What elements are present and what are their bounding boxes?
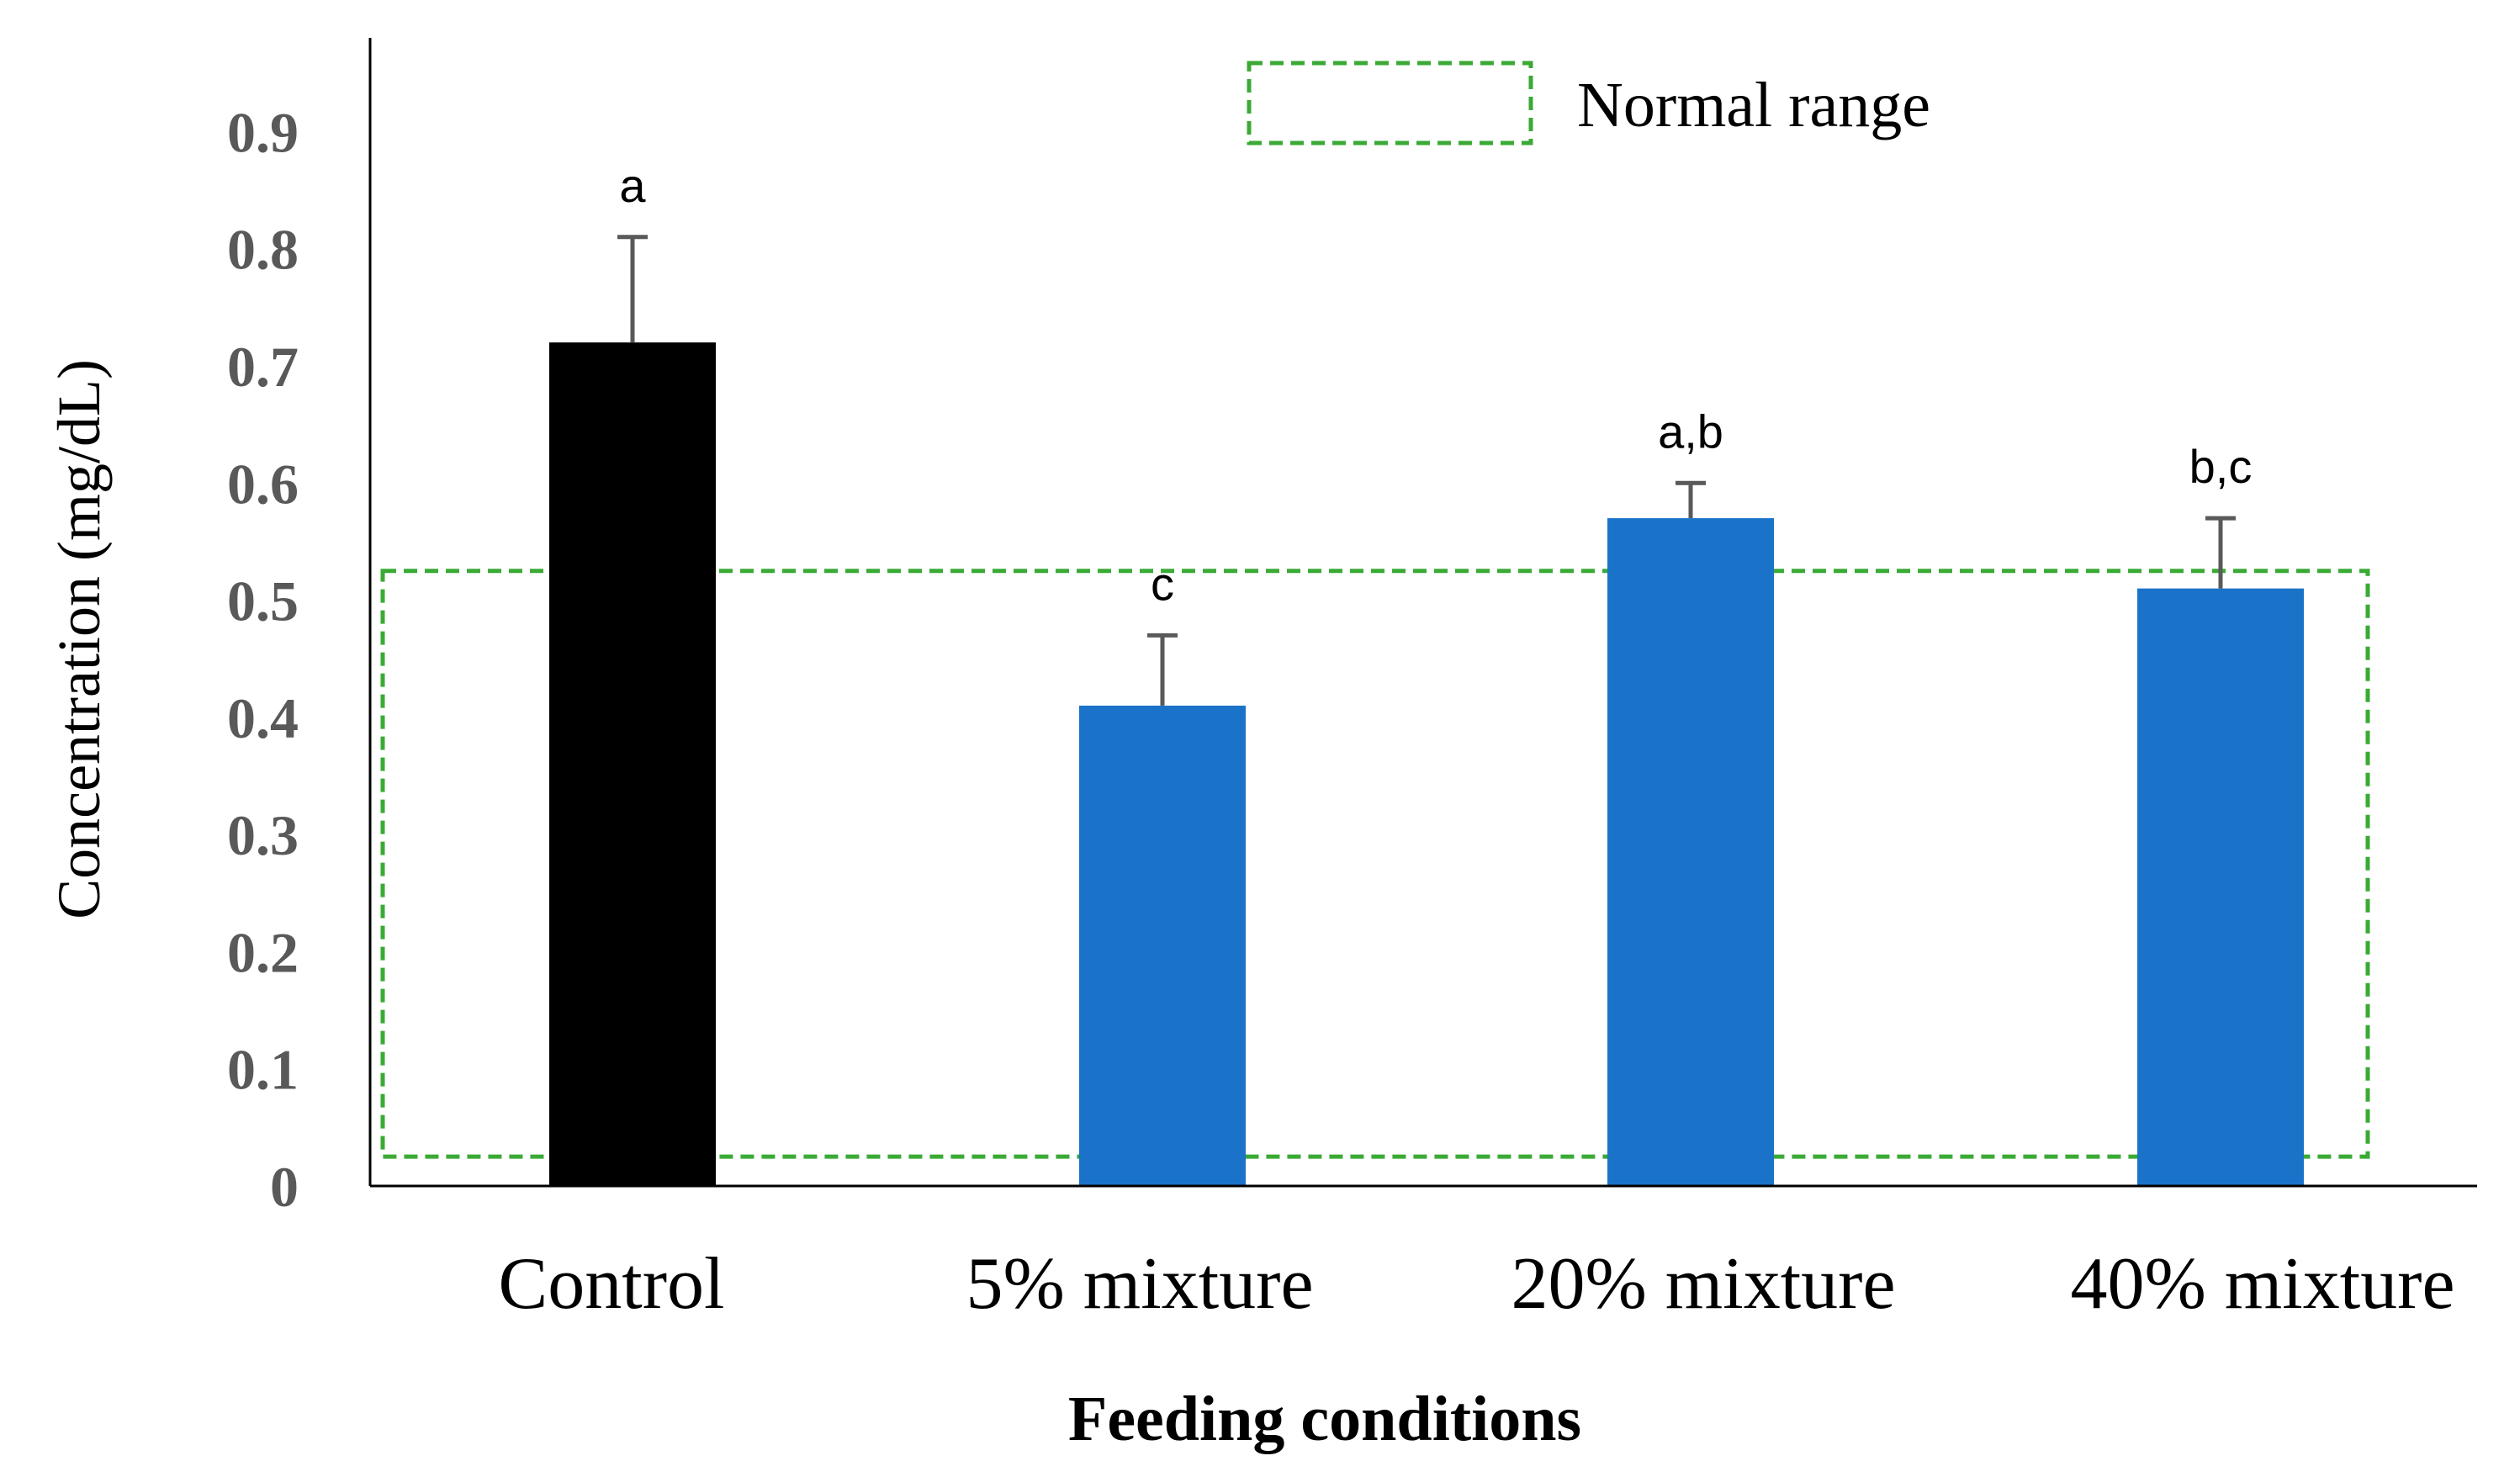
significance-label: b,c: [2189, 440, 2253, 493]
x-category-label: 5% mixture: [966, 1243, 1313, 1325]
significance-label: a,b: [1658, 405, 1723, 458]
y-tick-label: 0.5: [227, 569, 299, 633]
y-tick-label: 0.4: [227, 686, 299, 750]
y-tick-label: 0.6: [227, 452, 299, 516]
bar: [1079, 705, 1246, 1186]
x-axis-title: Feeding conditions: [1068, 1384, 1581, 1454]
y-tick-label: 0.7: [227, 335, 299, 399]
significance-label: a: [619, 159, 646, 212]
y-tick-label: 0.3: [227, 803, 299, 867]
x-category-label: 20% mixture: [1511, 1243, 1895, 1325]
bar: [549, 342, 716, 1187]
bar: [1607, 518, 1774, 1186]
legend-normal-range-label: Normal range: [1577, 70, 1930, 140]
legend-normal-range-swatch: [1247, 61, 1533, 146]
significance-label: c: [1151, 557, 1174, 610]
bar: [2137, 588, 2304, 1186]
x-category-label: Control: [499, 1243, 725, 1325]
y-tick-label: 0.8: [227, 218, 299, 282]
y-tick-label: 0.1: [227, 1038, 299, 1102]
y-tick-label: 0: [270, 1155, 299, 1219]
normal-range-box: [380, 569, 2370, 1159]
y-axis-title: Concentration (mg/dL): [45, 359, 113, 919]
y-tick-label: 0.9: [227, 100, 299, 164]
x-category-label: 40% mixture: [2070, 1243, 2454, 1325]
y-tick-label: 0.2: [227, 920, 299, 984]
